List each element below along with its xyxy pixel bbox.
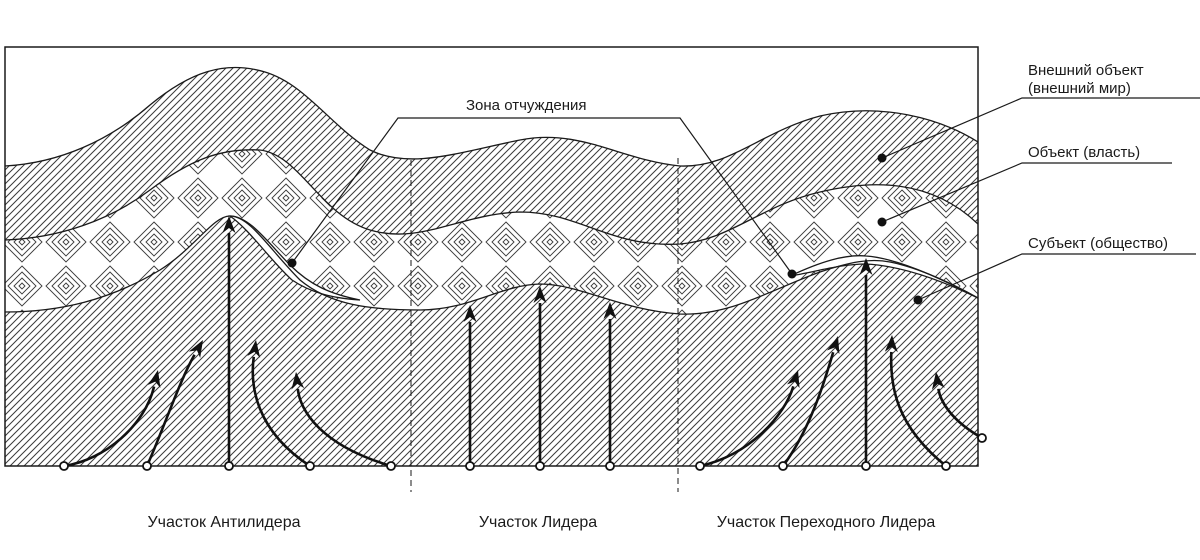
influence-arrow-1 <box>63 386 156 468</box>
influence-arrowheads <box>147 216 945 390</box>
zone-callout-dot-left <box>287 258 297 268</box>
arrow-origin-5 <box>386 461 396 471</box>
alienation-gap-left <box>227 215 361 301</box>
influence-arrows <box>63 233 983 468</box>
arrowhead-1 <box>147 370 161 389</box>
influence-arrow-12 <box>889 351 947 468</box>
arrowhead-9 <box>787 370 800 389</box>
influence-arrow-2 <box>145 354 196 467</box>
subject-dot <box>913 295 923 305</box>
arrowhead-6 <box>463 305 477 322</box>
arrow-origin-12 <box>941 461 951 471</box>
zone-callout-dot-right <box>787 269 797 279</box>
zone-callout-line <box>291 117 793 275</box>
external-object-label-line2: (внешний мир) <box>1028 80 1131 97</box>
arrow-origin-3 <box>224 461 234 471</box>
influence-arrow-9 <box>699 385 795 468</box>
section-antileader-label: Участок Антилидера <box>147 514 301 531</box>
arrowhead-5 <box>291 372 305 390</box>
section-leader-label: Участок Лидера <box>478 514 598 531</box>
arrow-origin-6 <box>465 461 475 471</box>
object-leader <box>881 162 1172 223</box>
arrowhead-13 <box>931 372 945 390</box>
arrow-origin-11 <box>861 461 871 471</box>
arrow-origin-2 <box>142 461 152 471</box>
diagram-frame <box>4 46 979 467</box>
object-label: Объект (власть) <box>1028 144 1141 161</box>
arrowhead-10 <box>826 336 840 355</box>
subject-region <box>5 216 978 466</box>
arrowhead-3 <box>222 216 236 233</box>
external-object-dot <box>877 153 887 163</box>
object-dot <box>877 217 887 227</box>
section-transitional-leader-label: Участок Переходного Лидера <box>716 514 936 531</box>
arrow-origin-13 <box>977 433 987 443</box>
arrow-origin-1 <box>59 461 69 471</box>
subject-leader <box>917 253 1196 301</box>
subject-label: Субъект (общество) <box>1028 235 1169 252</box>
arrowhead-12 <box>884 335 898 353</box>
arrowhead-11 <box>859 258 873 275</box>
arrow-origin-9 <box>695 461 705 471</box>
external-object-boundary <box>5 66 978 167</box>
object-boundary <box>5 149 978 245</box>
arrow-origin-10 <box>778 461 788 471</box>
arrow-origin-8 <box>605 461 615 471</box>
arrowhead-2 <box>188 340 203 358</box>
zone-label: Зона отчуждения <box>466 97 587 114</box>
external-object-label-line1: Внешний объект <box>1028 62 1144 79</box>
influence-arrow-13 <box>937 388 983 440</box>
external-object-leader <box>881 97 1200 159</box>
arrow-origin-7 <box>535 461 545 471</box>
arrowhead-7 <box>533 286 547 303</box>
arrowhead-8 <box>603 302 617 319</box>
influence-arrow-4 <box>251 356 311 468</box>
influence-arrow-10 <box>781 351 835 467</box>
arrow-origin-4 <box>305 461 315 471</box>
arrowhead-4 <box>247 340 261 358</box>
influence-arrow-5 <box>296 388 392 468</box>
subject-boundary <box>5 215 978 315</box>
arrow-origins <box>59 433 987 471</box>
